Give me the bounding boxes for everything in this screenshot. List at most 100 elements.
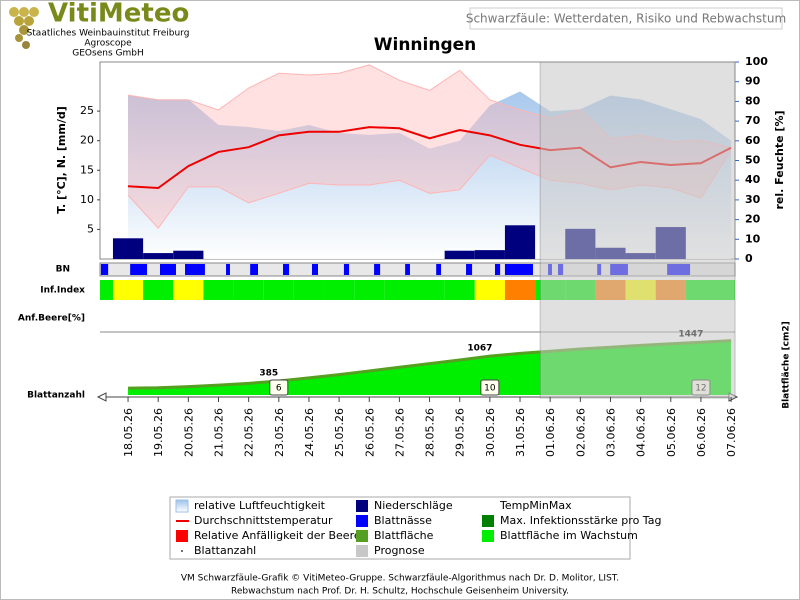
leaf-wetness [343,264,350,275]
chart-title: Winningen [374,35,477,55]
x-tick-label: 29.05.26 [454,408,467,457]
leaf-wetness [250,264,258,275]
leaf-wetness [466,264,473,275]
infection-cell [233,280,264,300]
legend-box [169,496,631,560]
y2-tick-label: 60 [745,134,761,147]
infection-cell [203,280,234,300]
org-line: GEOsens GmbH [72,49,143,59]
infection-cell [173,280,204,300]
infection-cell [293,280,325,300]
leaf-area-axis-label: Blattfläche [cm2] [782,321,792,409]
infection-cell [263,280,294,300]
precip-bar [112,238,144,259]
leaf-wetness [311,264,318,275]
y2-tick-label: 10 [745,232,761,245]
row-label: BN [56,265,70,275]
leaf-count-box [269,379,289,396]
precip-bar [173,250,204,259]
legend-label: Prognose [374,544,425,557]
legend-swatch [356,545,368,557]
x-tick-label: 24.05.26 [303,408,316,457]
x-tick-label: 02.06.26 [574,408,587,457]
logo-icon [9,7,39,49]
footer: Rebwachstum nach Prof. Dr. H. Schultz, H… [231,587,569,597]
precip-bar [504,225,536,259]
x-tick-label: 03.06.26 [604,408,617,457]
legend-swatch [356,515,368,527]
leaf-count-box [480,379,500,396]
row-label: Blattanzahl [27,391,85,401]
y-tick-label: 5 [87,222,94,235]
infection-cell [112,280,144,300]
legend-label: Blattanzahl [194,544,256,557]
leaf-count-label: 10 [484,384,496,394]
infection-cell [504,280,536,300]
precip-bar [474,250,505,259]
footer: VM Schwarzfäule-Grafik © VitiMeteo-Grupp… [181,574,619,584]
infection-cell [414,280,445,300]
leaf-wetness [226,264,230,275]
y2-tick-label: 100 [745,55,768,68]
forecast-overlay [539,61,736,399]
y-tick-label: 10 [80,193,94,206]
legend-label: Max. Infektionsstärke pro Tag [500,514,661,527]
inf-row-left [100,280,113,300]
infection-cell [143,280,174,300]
leaf-area-label: 385 [259,368,278,378]
y2-axis-label: rel. Feuchte [%] [773,111,786,210]
legend-label: relative Luftfeuchtigkeit [194,499,326,512]
leaf-wetness [100,264,109,275]
infection-cell [444,280,475,300]
legend-swatch [175,499,189,513]
x-tick-label: 22.05.26 [243,408,256,457]
legend-label: Blattfläche im Wachstum [500,529,638,542]
x-tick-label: 20.05.26 [182,408,195,457]
y-tick-label: 15 [80,163,94,176]
x-tick-label: 31.05.26 [514,408,527,457]
leaf-count-label: 6 [276,384,282,394]
legend-label: Niederschläge [374,499,453,512]
y2-tick-label: 70 [745,114,761,127]
legend-label: Relative Anfälligkeit der Beere [194,529,361,542]
row-label: Inf.Index [40,286,85,296]
legend-label: Blattnässe [374,514,432,527]
precip-bar [143,253,174,259]
y2-tick-label: 30 [745,193,761,206]
y-tick-label: 25 [80,104,94,117]
legend-swatch [181,550,183,552]
x-tick-label: 25.05.26 [333,408,346,457]
y2-tick-label: 50 [745,154,761,167]
legend-label: Blattfläche [374,529,434,542]
x-tick-label: 19.05.26 [152,408,165,457]
x-tick-label: 27.05.26 [393,408,406,457]
infection-cell [324,280,355,300]
banner: Schwarzfäule: Wetterdaten, Risiko und Re… [466,12,786,26]
leaf-wetness [504,264,533,275]
legend-swatch [356,500,368,512]
temp-band [128,64,732,229]
x-tick-label: 01.06.26 [544,408,557,457]
x-tick-label: 28.05.26 [424,408,437,457]
x-tick-label: 04.06.26 [635,408,648,457]
org-line: Agroscope [84,39,132,49]
legend-swatch [176,530,188,542]
leaf-wetness [405,264,410,275]
row-label: Anf.Beere[%] [18,314,85,324]
leaf-wetness [185,264,205,275]
legend-label: TempMinMax [499,499,572,512]
x-tick-label: 21.05.26 [212,408,225,457]
x-tick-label: 05.06.26 [665,408,678,457]
leaf-wetness [160,264,176,275]
leaf-wetness [436,264,442,275]
legend-label: Durchschnittstemperatur [194,514,333,527]
x-tick-label: 26.05.26 [363,408,376,457]
legend-swatch [482,515,494,527]
legend-swatch [356,530,368,542]
leaf-wetness [283,264,290,275]
y-tick-label: 20 [80,134,94,147]
x-tick-label: 30.05.26 [484,408,497,457]
logo-text: VitiMeteo [48,0,189,29]
leaf-wetness [494,264,501,275]
